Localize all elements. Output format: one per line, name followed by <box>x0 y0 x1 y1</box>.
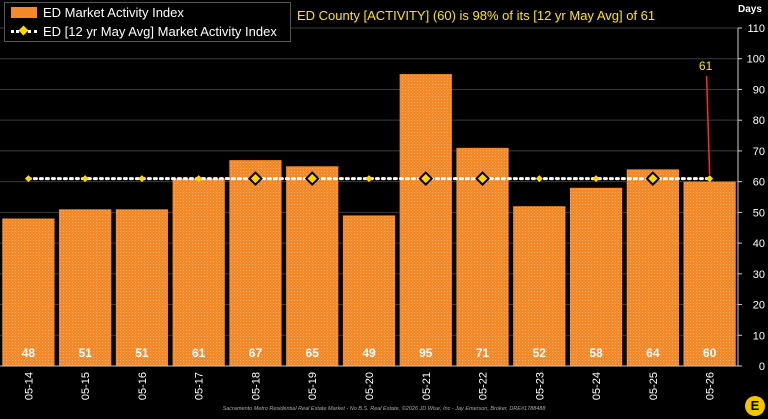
bar <box>626 169 679 366</box>
x-tick-label: 05-23 <box>534 372 546 400</box>
brand-logo: E <box>745 396 765 416</box>
chart-headline: ED County [ACTIVITY] (60) is 98% of its … <box>297 8 656 23</box>
legend-line-swatch <box>11 25 37 37</box>
avg-marker <box>81 175 89 183</box>
x-tick-label: 05-19 <box>307 372 319 400</box>
bars: 48 51 51 61 67 65 49 95 71 52 58 64 60 <box>2 74 736 366</box>
x-tick-label: 05-26 <box>705 372 717 400</box>
x-tick-label: 05-25 <box>648 372 660 400</box>
avg-marker <box>304 171 320 186</box>
y-tick-label: 50 <box>753 207 765 219</box>
avg-marker <box>592 175 600 183</box>
bar-data-label: 71 <box>476 346 490 360</box>
bar <box>342 215 396 366</box>
avg-marker <box>138 175 146 183</box>
y-tick-label: 10 <box>753 330 765 342</box>
avg-marker <box>195 175 203 183</box>
bar-data-label: 61 <box>192 346 206 360</box>
legend-bar-label: ED Market Activity Index <box>43 5 184 20</box>
avg-marker <box>418 171 434 186</box>
bar <box>2 218 55 366</box>
x-tick-label: 05-16 <box>137 372 149 400</box>
x-tick-label: 05-21 <box>421 372 433 400</box>
legend-item-bar: ED Market Activity Index <box>5 3 290 22</box>
avg-marker <box>535 175 543 183</box>
bar-data-label: 58 <box>589 346 603 360</box>
x-tick-label: 05-18 <box>250 372 262 400</box>
callout-line <box>705 75 711 175</box>
x-tick-label: 05-17 <box>194 372 206 400</box>
y-tick-label: 70 <box>753 146 765 158</box>
bar-data-label: 67 <box>249 346 263 360</box>
bar-data-label: 64 <box>646 346 660 360</box>
bar-data-label: 51 <box>135 346 149 360</box>
callout: 61 <box>699 59 713 175</box>
bar-data-label: 52 <box>533 346 547 360</box>
avg-marker <box>248 171 263 186</box>
x-tick-label: 05-15 <box>80 372 92 400</box>
bar <box>399 74 452 366</box>
y-axis-ticks: 0 10 20 30 40 50 60 70 80 90 100 110 <box>737 23 765 373</box>
y-tick-label: 20 <box>753 300 765 312</box>
bar-data-label: 51 <box>78 346 92 360</box>
y-tick-label: 0 <box>759 361 765 373</box>
x-axis-ticks: 05-14 05-15 05-16 05-17 05-18 05-19 05-20 05-21… <box>0 365 738 400</box>
bar <box>286 166 339 366</box>
bar <box>115 209 169 366</box>
callout-label: 61 <box>699 59 713 73</box>
y-axis-unit: Days <box>738 4 762 15</box>
y-tick-label: 60 <box>753 177 765 189</box>
y-tick-label: 80 <box>753 115 765 127</box>
bar-data-label: 49 <box>362 346 376 360</box>
bar-data-label: 95 <box>419 346 433 360</box>
bar-data-label: 65 <box>306 346 320 360</box>
bar-data-label: 48 <box>22 346 36 360</box>
legend-item-line: ED [12 yr May Avg] Market Activity Index <box>5 22 290 41</box>
x-tick-label: 05-14 <box>23 372 35 400</box>
bar-data-label: 60 <box>703 346 717 360</box>
avg-line <box>24 171 714 186</box>
x-tick-label: 05-20 <box>364 372 376 400</box>
avg-marker <box>706 175 714 183</box>
bar <box>59 209 112 366</box>
bar <box>172 178 225 366</box>
bar <box>513 206 566 366</box>
legend: ED Market Activity Index ED [12 yr May A… <box>4 2 291 42</box>
avg-marker <box>365 175 373 183</box>
footer-credit: Sacramento Metro Residential Real Estate… <box>222 406 546 412</box>
bar <box>229 160 282 366</box>
legend-line-label: ED [12 yr May Avg] Market Activity Index <box>43 24 277 39</box>
y-tick-label: 110 <box>747 23 765 35</box>
y-tick-label: 90 <box>753 84 765 96</box>
y-tick-label: 40 <box>753 238 765 250</box>
bar <box>683 181 736 366</box>
legend-bar-swatch <box>11 7 37 18</box>
y-tick-label: 30 <box>753 269 765 281</box>
x-tick-label: 05-24 <box>591 372 603 400</box>
avg-marker <box>475 171 490 186</box>
bar <box>569 187 623 366</box>
y-tick-label: 100 <box>747 54 765 66</box>
x-tick-label: 05-22 <box>478 372 490 400</box>
avg-marker <box>645 171 661 186</box>
avg-marker <box>24 175 32 183</box>
